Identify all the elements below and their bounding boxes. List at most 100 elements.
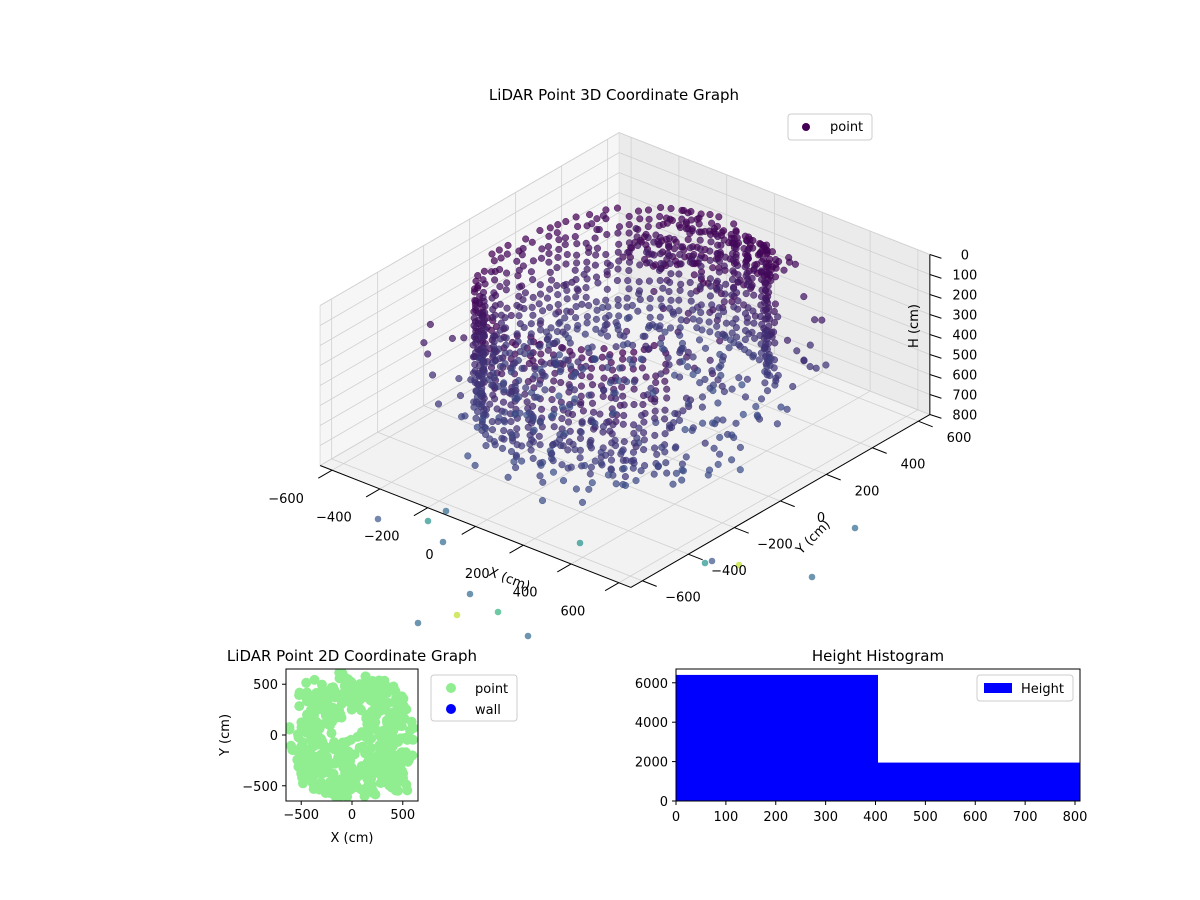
point-3d xyxy=(490,289,498,297)
point-3d xyxy=(664,354,672,362)
point-3d xyxy=(524,378,532,386)
point-3d xyxy=(482,442,490,450)
point-3d xyxy=(519,262,527,270)
point-3d xyxy=(713,222,721,230)
point-3d xyxy=(728,275,737,284)
point-3d xyxy=(499,398,508,406)
y-axis-label-2d: Y (cm) xyxy=(218,714,233,757)
legend-frame-hist xyxy=(976,674,1074,702)
point-3d xyxy=(579,407,587,415)
point-3d xyxy=(661,377,669,385)
point-3d xyxy=(474,272,482,280)
point-3d xyxy=(522,384,530,392)
point-3d xyxy=(496,282,504,291)
point-3d xyxy=(636,261,644,269)
point-2d xyxy=(344,769,355,780)
point-3d xyxy=(496,300,504,308)
point-3d xyxy=(646,259,654,267)
point-3d xyxy=(613,322,622,330)
point-3d xyxy=(566,362,575,370)
point-3d-outlier xyxy=(466,590,474,598)
z-tick-label-3d: 0 xyxy=(961,249,969,264)
y-tick-label-hist: 2000 xyxy=(635,756,668,771)
legend-3d: point xyxy=(787,113,873,141)
point-3d xyxy=(486,400,494,408)
point-3d xyxy=(638,411,646,419)
point-3d xyxy=(609,409,618,417)
point-3d xyxy=(734,297,742,305)
point-3d xyxy=(775,257,783,266)
point-3d xyxy=(542,328,550,336)
point-2d xyxy=(393,702,404,713)
scatter2d-chart: LiDAR Point 2D Coordinate Graph −500 0 500… xyxy=(218,647,518,846)
point-3d-outlier xyxy=(414,619,422,627)
point-3d xyxy=(634,207,643,215)
z-tick-label-3d: 600 xyxy=(952,369,977,384)
point-2d xyxy=(302,760,313,771)
legend-marker-point-3d xyxy=(802,123,810,131)
point-3d xyxy=(729,250,737,258)
point-3d xyxy=(527,349,535,357)
x-tick-label-2d: −500 xyxy=(283,808,319,823)
point-3d xyxy=(591,261,599,269)
point-3d xyxy=(657,370,665,378)
y-tick-3d xyxy=(734,527,749,534)
point-3d xyxy=(545,258,553,266)
point-3d xyxy=(750,319,758,327)
point-3d xyxy=(665,361,673,369)
point-3d xyxy=(593,244,602,252)
point-3d xyxy=(732,419,740,427)
point-3d xyxy=(581,330,589,338)
point-3d xyxy=(592,325,600,333)
point-3d xyxy=(573,240,581,248)
point-2d xyxy=(365,773,376,784)
point-2d xyxy=(345,734,356,745)
point-2d xyxy=(329,744,340,755)
point-3d xyxy=(645,215,653,223)
point-3d xyxy=(706,256,714,264)
point-3d xyxy=(690,271,698,279)
grid-y-floor xyxy=(377,431,689,555)
point-3d xyxy=(689,353,697,361)
point-3d xyxy=(675,416,684,424)
x-tick-3d xyxy=(318,469,333,479)
point-3d xyxy=(743,255,752,263)
x-tick-label-hist: 700 xyxy=(1013,810,1038,825)
x-tick-label-3d: 600 xyxy=(560,604,585,619)
point-2d xyxy=(367,713,378,724)
point-3d xyxy=(531,372,539,380)
point-3d xyxy=(667,270,675,278)
point-3d xyxy=(621,473,629,481)
point-3d-outlier xyxy=(524,632,532,640)
point-3d xyxy=(609,421,617,429)
point-3d xyxy=(480,267,488,275)
point-3d xyxy=(728,431,736,439)
point-3d xyxy=(756,313,765,321)
point-3d xyxy=(721,290,729,298)
point-3d xyxy=(758,257,766,265)
point-3d xyxy=(651,431,659,439)
point-3d xyxy=(732,228,740,236)
point-3d xyxy=(471,367,479,375)
point-3d xyxy=(523,398,531,406)
point-3d-outlier xyxy=(701,559,709,567)
point-3d xyxy=(563,295,571,303)
point-3d xyxy=(599,386,608,394)
point-2d xyxy=(387,732,398,743)
point-2d xyxy=(407,723,418,733)
point-3d xyxy=(536,290,545,298)
point-3d xyxy=(595,225,603,234)
point-3d xyxy=(698,393,707,401)
point-3d xyxy=(743,375,751,383)
point-3d xyxy=(603,332,612,340)
point-3d xyxy=(695,214,703,222)
point-3d xyxy=(615,240,623,248)
point-3d xyxy=(715,304,723,312)
point-3d xyxy=(734,271,742,279)
point-3d-outlier xyxy=(808,573,816,581)
point-3d xyxy=(652,323,660,331)
point-3d xyxy=(766,371,774,380)
point-3d xyxy=(630,378,638,386)
point-3d xyxy=(773,420,781,428)
point-3d xyxy=(770,319,779,327)
